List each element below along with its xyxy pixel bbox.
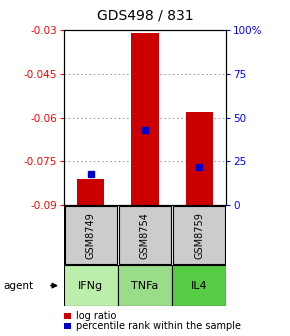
Bar (119, 206, 171, 264)
Bar (64, 323, 71, 329)
Text: IL4: IL4 (191, 281, 207, 291)
Text: log ratio: log ratio (76, 311, 116, 321)
Text: GSM8749: GSM8749 (86, 212, 96, 259)
Bar (173, 206, 225, 264)
Bar (77, 179, 104, 205)
Text: IFNg: IFNg (78, 281, 104, 291)
Bar (64, 265, 118, 306)
Bar (65, 206, 117, 264)
Text: agent: agent (3, 281, 33, 291)
Bar (64, 313, 71, 319)
Text: percentile rank within the sample: percentile rank within the sample (76, 321, 241, 331)
Bar (118, 265, 172, 306)
Bar (186, 112, 213, 205)
Text: GSM8759: GSM8759 (194, 212, 204, 259)
Text: GDS498 / 831: GDS498 / 831 (97, 8, 193, 22)
Text: TNFa: TNFa (131, 281, 159, 291)
Text: GSM8754: GSM8754 (140, 212, 150, 259)
Bar (131, 33, 159, 205)
Bar (172, 265, 226, 306)
